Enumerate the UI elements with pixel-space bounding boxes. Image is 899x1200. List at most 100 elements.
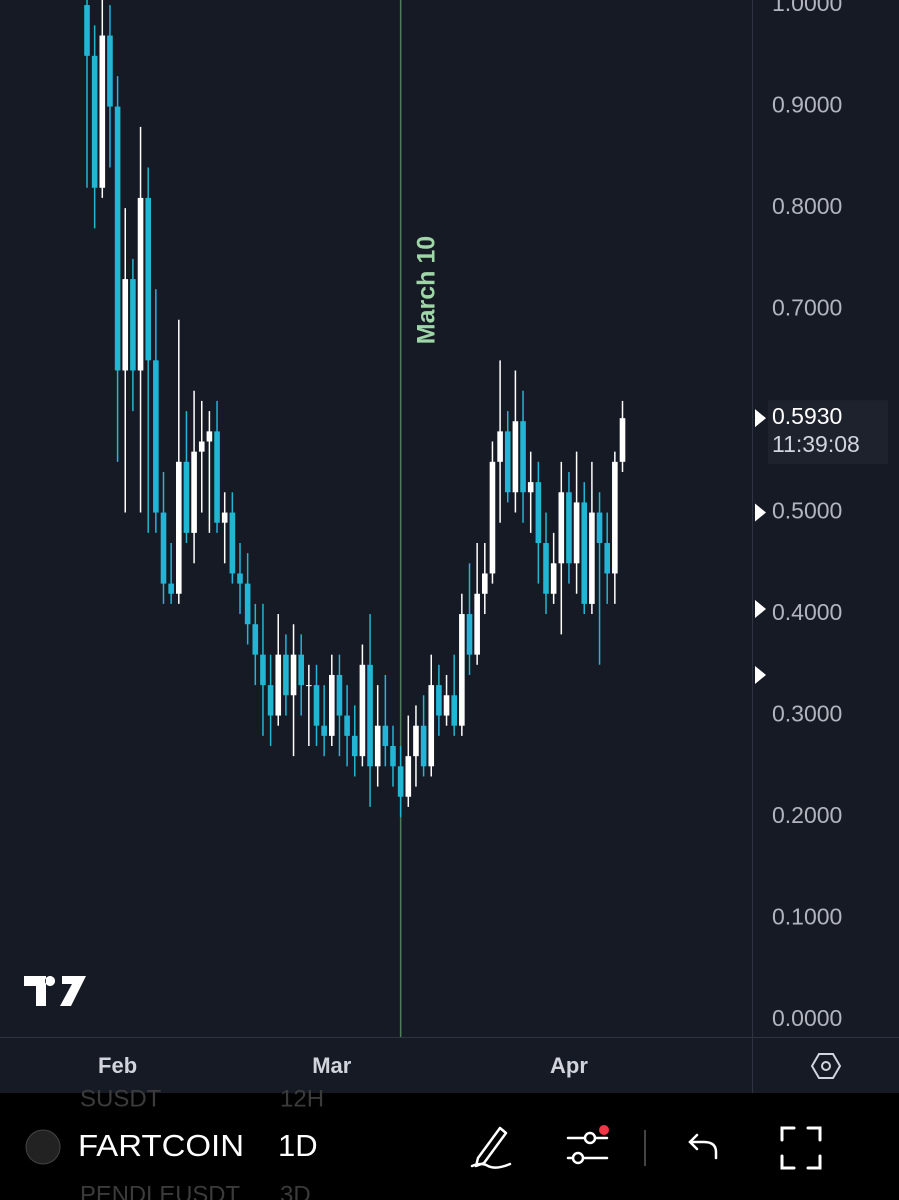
- candle-body: [504, 431, 511, 493]
- candle-body: [466, 614, 473, 655]
- candle-body: [130, 279, 136, 371]
- candle-body: [443, 695, 450, 716]
- candle-body: [275, 654, 282, 716]
- y-tick-label: 0.8000: [772, 193, 842, 219]
- candle-body: [298, 654, 304, 686]
- candle-body: [474, 593, 480, 655]
- x-tick-label: Apr: [550, 1053, 588, 1078]
- background: [0, 0, 899, 1093]
- candle-body: [183, 461, 190, 533]
- candle-body: [114, 106, 121, 371]
- candle-body: [260, 654, 266, 686]
- y-tick-label: 0.4000: [772, 599, 842, 625]
- candle-body: [137, 197, 144, 371]
- candle-body: [214, 431, 220, 523]
- candle-body: [84, 5, 90, 56]
- candle-body: [413, 725, 419, 757]
- symbol[interactable]: SUSDT: [80, 1085, 162, 1112]
- last-price-box: [768, 400, 888, 465]
- candle-body: [168, 583, 174, 594]
- candle-body: [520, 421, 526, 493]
- candle-body: [107, 35, 113, 107]
- candle-body: [390, 746, 396, 767]
- candle-body: [191, 451, 197, 533]
- fullscreen-button[interactable]: [780, 1126, 822, 1170]
- draw-button[interactable]: [470, 1126, 512, 1169]
- countdown: 11:39:08: [772, 431, 860, 457]
- candle-body: [619, 418, 626, 462]
- candle-body: [359, 664, 366, 757]
- candle-body: [221, 512, 228, 523]
- interval[interactable]: 12H: [280, 1085, 324, 1112]
- candle-body: [176, 461, 182, 594]
- candle-body: [405, 756, 412, 797]
- tradingview-logo: [24, 976, 86, 1006]
- event-label: March 10: [413, 236, 441, 344]
- indicators-button[interactable]: [566, 1125, 609, 1165]
- candle-body: [497, 431, 503, 462]
- settings-button[interactable]: [810, 1053, 842, 1079]
- candle-body: [198, 441, 205, 452]
- alert-marker: [755, 665, 766, 684]
- y-tick-label: 0.3000: [772, 701, 842, 727]
- candle-body: [229, 512, 236, 574]
- y-tick-label: 0.0000: [772, 1005, 842, 1031]
- candle-body: [558, 492, 565, 564]
- interval[interactable]: 3D: [280, 1181, 311, 1200]
- candle-body: [351, 735, 358, 757]
- candle-body: [122, 279, 129, 371]
- candle-body: [451, 695, 457, 726]
- candle-body: [535, 482, 542, 544]
- candle-body: [374, 725, 381, 767]
- candle-body: [153, 360, 159, 513]
- x-tick-label: Feb: [98, 1053, 137, 1078]
- y-tick-label: 0.2000: [772, 802, 842, 828]
- candle-body: [604, 543, 610, 574]
- y-tick-label: 0.9000: [772, 92, 842, 118]
- interval[interactable]: 1D: [278, 1128, 318, 1163]
- x-tick-label: Mar: [312, 1053, 352, 1078]
- candle-body: [99, 35, 106, 188]
- candle-body: [237, 573, 243, 584]
- candle-body: [321, 725, 327, 736]
- toolbar: [0, 1093, 899, 1200]
- candle-body: [206, 431, 213, 442]
- alert-marker: [755, 599, 766, 618]
- candle-body: [267, 685, 274, 716]
- candle-body: [290, 654, 297, 696]
- candle-body: [397, 766, 404, 797]
- candle-body: [566, 492, 572, 564]
- candle-body: [244, 583, 251, 625]
- candle-body: [382, 725, 389, 747]
- undo-button[interactable]: [688, 1133, 718, 1160]
- candle-body: [252, 624, 259, 655]
- candle-body: [313, 685, 320, 726]
- candle-body: [589, 512, 595, 604]
- candle-body: [160, 512, 167, 584]
- candle-body: [581, 502, 588, 604]
- y-tick-label: 1.0000: [772, 0, 842, 16]
- candle-body: [459, 614, 465, 726]
- candle-body: [612, 461, 618, 574]
- candle-body: [367, 664, 373, 767]
- symbol[interactable]: PENDLEUSDT: [80, 1181, 240, 1200]
- y-tick-label: 0.7000: [772, 295, 842, 321]
- last-price-label: 0.5930: [772, 403, 842, 429]
- candle-body: [543, 543, 549, 594]
- symbol[interactable]: FARTCOIN: [78, 1128, 244, 1163]
- candle-body: [596, 512, 603, 544]
- candle-body: [420, 725, 427, 767]
- candle-body: [527, 482, 534, 493]
- candle-body: [329, 674, 335, 736]
- candle-body: [344, 715, 350, 736]
- candle-body: [428, 685, 435, 767]
- candle-body: [550, 563, 557, 594]
- candle-body: [91, 55, 98, 188]
- symbol-icon: [25, 1129, 61, 1165]
- alert-marker: [755, 503, 766, 522]
- candle-body: [436, 685, 442, 716]
- y-tick-label: 0.1000: [772, 904, 842, 930]
- candle-body: [512, 421, 519, 493]
